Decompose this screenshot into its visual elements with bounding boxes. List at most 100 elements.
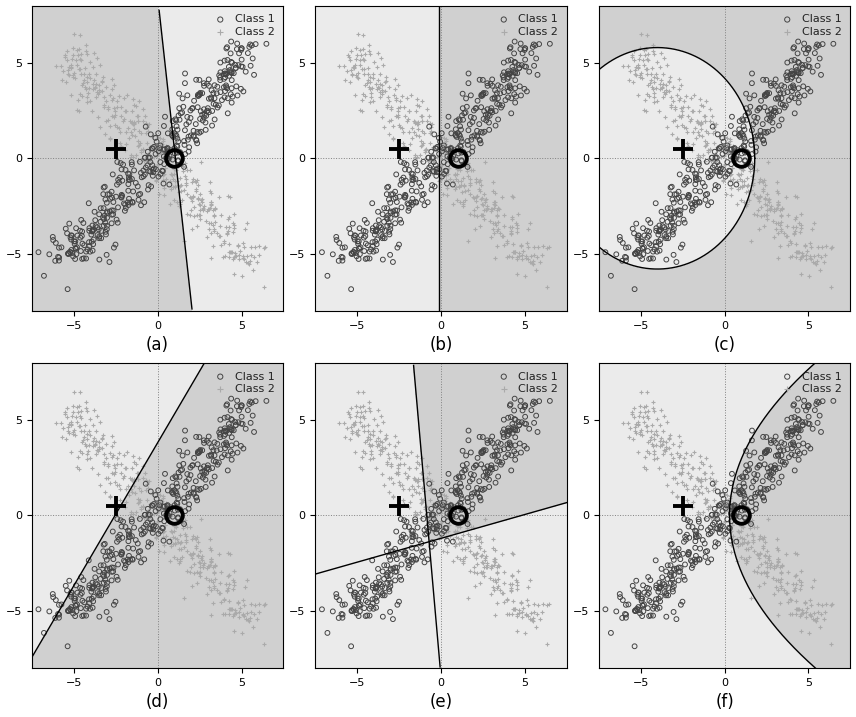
Point — [477, 470, 490, 482]
Point — [744, 518, 758, 530]
Point — [395, 177, 409, 189]
Point — [514, 447, 528, 458]
Point — [461, 148, 475, 160]
Point — [684, 92, 698, 103]
Point — [391, 469, 405, 480]
Point — [110, 191, 123, 202]
Point — [140, 474, 153, 485]
Point — [461, 171, 475, 182]
Point — [740, 529, 754, 541]
Point — [694, 475, 708, 487]
Point — [759, 447, 773, 458]
Point — [84, 413, 98, 424]
Point — [86, 435, 100, 447]
Point — [358, 602, 372, 614]
Point — [425, 179, 439, 191]
Point — [67, 71, 80, 82]
Point — [688, 536, 702, 547]
Point — [49, 594, 62, 606]
Point — [73, 29, 86, 41]
Point — [407, 531, 420, 543]
Point — [175, 450, 189, 461]
Point — [62, 248, 75, 260]
Point — [652, 220, 666, 232]
Point — [774, 241, 788, 252]
Point — [733, 181, 746, 193]
Point — [426, 143, 440, 154]
Point — [155, 138, 169, 149]
Point — [484, 435, 497, 447]
Point — [640, 582, 654, 594]
Point — [722, 495, 735, 507]
Point — [120, 138, 134, 150]
Point — [749, 141, 763, 153]
Point — [149, 531, 163, 542]
Point — [389, 168, 403, 180]
Point — [74, 420, 87, 432]
Point — [815, 599, 829, 610]
Point — [349, 53, 363, 65]
Point — [114, 467, 128, 478]
Point — [430, 170, 443, 181]
Point — [735, 113, 749, 125]
Point — [259, 241, 272, 252]
Point — [712, 487, 726, 498]
Point — [356, 386, 370, 398]
Point — [131, 141, 145, 152]
Point — [146, 487, 159, 498]
Point — [689, 489, 703, 500]
Point — [369, 220, 383, 232]
Point — [83, 452, 97, 464]
Point — [634, 236, 648, 247]
Point — [792, 414, 805, 426]
Point — [358, 214, 372, 226]
Point — [732, 486, 746, 498]
Point — [123, 554, 137, 566]
Point — [619, 242, 633, 253]
Point — [746, 545, 760, 556]
Point — [153, 133, 167, 144]
Point — [170, 498, 184, 510]
Point — [698, 467, 711, 479]
Point — [451, 520, 465, 531]
Point — [666, 551, 680, 562]
Point — [142, 179, 156, 191]
Point — [434, 508, 448, 519]
Point — [780, 230, 794, 242]
Point — [635, 72, 649, 83]
Point — [639, 462, 652, 474]
Point — [169, 478, 183, 489]
Point — [105, 83, 119, 95]
Point — [134, 546, 147, 557]
Point — [490, 580, 504, 592]
Point — [696, 150, 710, 161]
Point — [775, 450, 788, 461]
Point — [368, 229, 382, 240]
Point — [694, 522, 708, 533]
Point — [772, 477, 786, 488]
Point — [457, 180, 471, 191]
Point — [792, 440, 805, 451]
Point — [131, 538, 145, 549]
Point — [454, 140, 467, 151]
Point — [705, 467, 719, 478]
Point — [794, 579, 808, 591]
Point — [771, 196, 785, 208]
Point — [86, 577, 99, 589]
Point — [469, 460, 483, 471]
Point — [363, 610, 377, 622]
Point — [774, 561, 788, 573]
Point — [650, 72, 663, 83]
Point — [441, 182, 455, 194]
Point — [626, 580, 639, 592]
Point — [488, 93, 502, 105]
Point — [785, 422, 799, 434]
Point — [100, 563, 114, 574]
Point — [788, 225, 801, 237]
Point — [688, 480, 702, 491]
Point — [110, 122, 124, 133]
Point — [417, 485, 431, 496]
Point — [788, 251, 802, 262]
Point — [146, 170, 160, 181]
Point — [367, 413, 381, 424]
